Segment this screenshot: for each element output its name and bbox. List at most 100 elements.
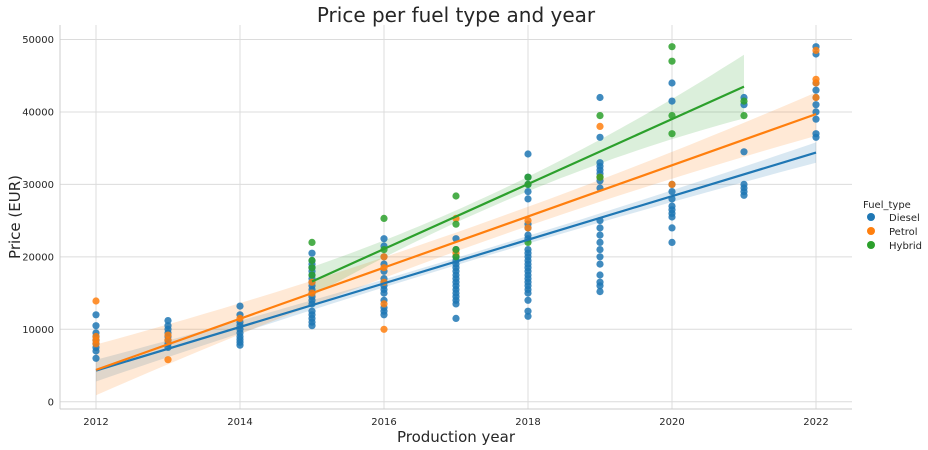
point-diesel (596, 159, 604, 167)
point-diesel (596, 238, 604, 246)
point-diesel (524, 296, 532, 304)
x-tick-label: 2012 (83, 417, 108, 428)
point-petrol (668, 180, 676, 188)
point-diesel (668, 238, 676, 246)
point-diesel (668, 97, 676, 105)
point-diesel (596, 224, 604, 232)
point-petrol (164, 336, 172, 344)
point-hybrid (524, 173, 532, 181)
y-tick-label: 0 (48, 397, 54, 408)
point-petrol (596, 122, 604, 130)
point-diesel (668, 79, 676, 87)
point-diesel (524, 150, 532, 158)
x-tick-label: 2022 (803, 417, 828, 428)
point-petrol (812, 46, 820, 55)
point-diesel (308, 307, 316, 315)
point-diesel (92, 322, 100, 330)
x-tick-labels: 2012 2014 2016 2018 2020 2022 (83, 417, 828, 428)
chart-title: Price per fuel type and year (317, 3, 596, 27)
point-petrol (380, 300, 388, 308)
point-hybrid (380, 214, 388, 222)
point-diesel (812, 101, 820, 109)
point-diesel (668, 188, 676, 196)
point-petrol (92, 297, 100, 305)
point-hybrid (308, 264, 316, 272)
point-hybrid (308, 238, 316, 246)
point-petrol (380, 325, 388, 333)
point-petrol (380, 253, 388, 261)
point-diesel (92, 354, 100, 362)
y-tick-label: 40000 (22, 107, 54, 118)
legend: Fuel_type Diesel Petrol Hybrid (863, 200, 922, 252)
point-diesel (668, 202, 676, 210)
point-hybrid (596, 173, 604, 181)
legend-label-hybrid: Hybrid (889, 241, 922, 252)
point-hybrid (308, 271, 316, 279)
point-diesel (740, 180, 748, 188)
point-petrol (812, 75, 820, 83)
x-tick-label: 2014 (227, 417, 252, 428)
point-petrol (92, 332, 100, 341)
point-diesel (164, 317, 172, 325)
point-diesel (236, 302, 244, 310)
y-tick-label: 10000 (22, 325, 54, 336)
ci-band-hybrid (312, 54, 744, 297)
point-petrol (812, 93, 820, 102)
point-diesel (308, 249, 316, 257)
point-diesel (524, 307, 532, 315)
point-hybrid (308, 256, 316, 265)
y-tick-label: 50000 (22, 35, 54, 46)
regression-lines (95, 85, 817, 372)
point-diesel (596, 260, 604, 268)
y-tick-label: 30000 (22, 180, 54, 191)
legend-marker-petrol (867, 227, 875, 235)
fit-line-hybrid (311, 85, 745, 283)
point-diesel (596, 253, 604, 261)
point-petrol (524, 224, 532, 232)
point-hybrid (668, 43, 676, 51)
point-diesel (452, 314, 460, 322)
point-diesel (164, 322, 172, 330)
legend-marker-hybrid (867, 241, 875, 249)
point-petrol (164, 331, 172, 339)
point-hybrid (452, 253, 460, 261)
fit-line-diesel (95, 151, 817, 372)
point-hybrid (668, 130, 676, 138)
point-hybrid (668, 57, 676, 65)
point-diesel (740, 148, 748, 156)
legend-title: Fuel_type (863, 200, 911, 211)
scatter-points (92, 43, 820, 364)
point-diesel (524, 231, 532, 239)
y-tick-label: 20000 (22, 252, 54, 263)
point-diesel (524, 195, 532, 203)
point-diesel (596, 133, 604, 141)
axes (59, 25, 852, 410)
ci-band-petrol (96, 92, 816, 396)
point-diesel (596, 246, 604, 254)
legend-label-petrol: Petrol (889, 227, 918, 238)
point-diesel (524, 188, 532, 196)
point-diesel (596, 271, 604, 279)
point-diesel (380, 235, 388, 243)
point-diesel (524, 246, 532, 254)
point-diesel (596, 93, 604, 102)
point-diesel (812, 115, 820, 123)
point-diesel (596, 288, 604, 296)
x-axis-label: Production year (397, 428, 516, 446)
point-hybrid (740, 112, 748, 120)
point-diesel (812, 86, 820, 94)
point-petrol (164, 356, 172, 364)
point-hybrid (452, 246, 460, 254)
fit-line-petrol (95, 113, 817, 371)
point-petrol (524, 217, 532, 225)
x-tick-label: 2020 (659, 417, 684, 428)
point-hybrid (596, 112, 604, 120)
point-diesel (524, 312, 532, 320)
y-axis-label: Price (EUR) (6, 175, 24, 259)
point-diesel (92, 311, 100, 319)
point-diesel (596, 278, 604, 286)
point-diesel (812, 130, 820, 138)
point-hybrid (452, 220, 460, 228)
